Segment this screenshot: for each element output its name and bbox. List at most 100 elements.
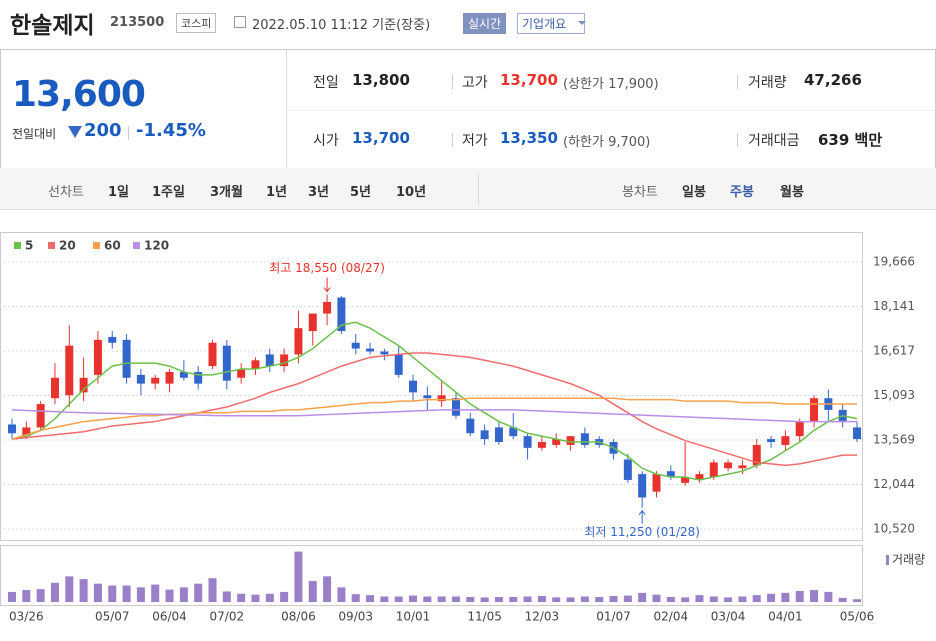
candle-body [294,328,303,355]
quote-label: 시가 [313,133,339,149]
quote-value: 13,700 [352,129,410,147]
volume-bar [824,591,833,602]
legend-swatch [48,242,55,249]
tab[interactable]: 10년 [396,185,427,200]
volume-bar [237,593,246,602]
volume-bar [652,594,661,602]
candle-body [323,301,332,314]
x-tick-label: 04/01 [768,610,803,624]
timestamp: 2022.05.10 11:12 기준(장중) [252,18,431,33]
y-tick-label: 19,666 [873,255,915,269]
chart: 10,520 12,044 13,569 15,093 16,617 18,141 19,6… [0,232,925,624]
tab[interactable]: 월봉 [780,185,804,200]
ma-line [11,352,857,467]
tab[interactable]: 일봉 [682,185,706,200]
high-arrow [323,277,331,293]
candle-body [409,380,418,393]
volume-bar [251,594,260,602]
volume-bar [409,595,418,602]
legend-label: 60 [104,239,121,253]
candle-body [695,474,704,480]
x-tick-label: 06/04 [152,610,187,624]
legend-label: 120 [144,239,169,253]
volume-bar [394,596,403,602]
quote-label: 고가 [462,75,488,91]
candle-body [366,348,375,352]
divider [286,50,287,168]
company-dropdown[interactable]: 기업개요 [517,13,586,34]
quote-value: 13,700 [500,71,558,89]
legend-swatch [14,242,21,249]
tab[interactable]: 3개월 [210,185,243,200]
candle-body [509,427,518,437]
volume-bar [265,593,274,602]
volume-bar [738,596,747,602]
quote-label: 거래량 [748,75,787,91]
ma-line [11,397,857,440]
candle-body [724,462,733,469]
candle-body [451,398,460,416]
high-annotation: 최고 18,550 (08/27) [269,261,385,275]
volume-bar [595,596,604,602]
stock-code: 213500 [110,15,165,30]
volume-frame [0,545,863,606]
candle-body [437,395,446,402]
volume-bar [580,596,589,602]
quote-note: (하한가 9,700) [563,135,651,150]
y-tick-label: 13,569 [873,432,915,446]
volume-bar [466,596,475,602]
candle-body [179,371,188,378]
candle-body [237,369,246,378]
market-badge: 코스피 [176,13,217,33]
volume-bar [165,589,174,602]
x-tick-label: 03/26 [9,610,44,624]
volume-bar [308,580,317,602]
volume-bar [523,596,532,602]
tab[interactable]: 1일 [108,185,130,200]
tab[interactable]: 3년 [308,185,330,200]
candle-body [194,371,203,384]
tab[interactable]: 1년 [266,185,288,200]
tab[interactable]: 5년 [350,185,372,200]
candle-body [337,297,346,332]
volume-bar [179,587,188,602]
candle-body [681,477,690,483]
tab[interactable]: 1주일 [152,185,185,200]
volume-bar [623,595,632,602]
candle-body [537,442,546,448]
quote-label: 저가 [462,133,488,149]
volume-bar [136,587,145,602]
candle-body [795,421,804,437]
tab-bar [0,168,936,210]
change-label: 전일대비 [12,127,57,141]
y-tick-label: 10,520 [873,522,915,536]
volume-bar [222,591,231,602]
tab: 선차트 [48,185,84,200]
realtime-button[interactable]: 실시간 [463,13,507,34]
legend-swatch [93,242,100,249]
volume-legend-label: 거래량 [892,553,925,567]
candle-body [638,474,647,498]
candle-body [709,462,718,478]
volume-bar [781,592,790,602]
x-tick-label: 05/07 [95,610,130,624]
quote-label: 거래대금 [748,133,800,149]
change: 200 [84,120,122,141]
volume-bar [36,589,45,602]
candle-body [65,345,74,396]
x-tick-label: 01/07 [596,610,631,624]
candle-body [280,354,289,367]
divider [287,110,935,111]
tab[interactable]: 주봉 [730,185,754,200]
volume-bar [709,596,718,602]
divider [478,172,479,206]
candle-body [738,465,747,469]
candle-body [494,427,503,443]
tab: 봉차트 [622,185,658,200]
candle-body [566,436,575,445]
quote-value: 13,800 [352,71,410,89]
candle-body [767,439,776,443]
legend-label: 20 [59,239,76,253]
candle-body [122,339,131,378]
